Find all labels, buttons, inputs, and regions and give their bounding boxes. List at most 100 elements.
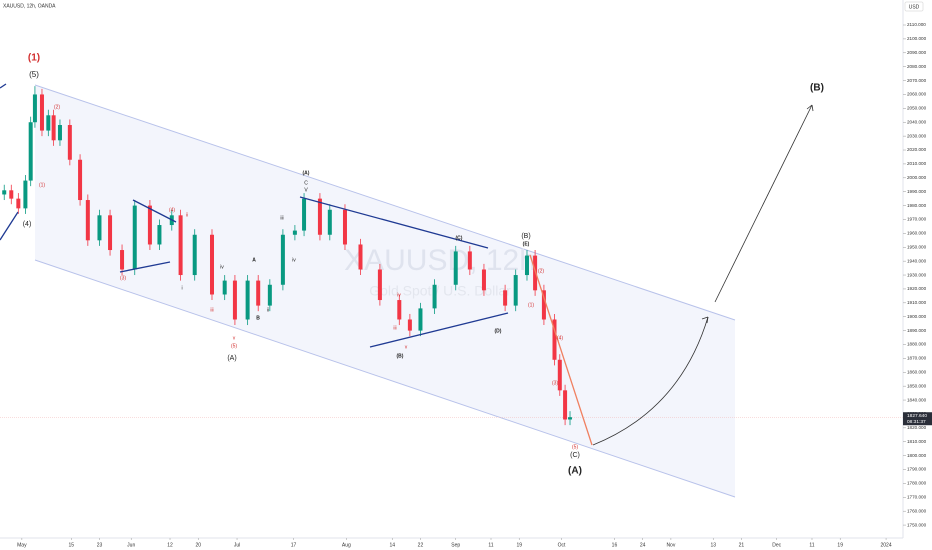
candle-body bbox=[563, 390, 568, 420]
candle-body bbox=[524, 255, 529, 276]
candle-body bbox=[418, 308, 423, 331]
currency: USD bbox=[909, 4, 920, 10]
candle-body bbox=[192, 234, 197, 276]
candle-body bbox=[147, 205, 152, 245]
y-tick-label: 1930.000 bbox=[907, 272, 927, 277]
candle-body bbox=[432, 284, 437, 309]
wave-label: (A) bbox=[568, 466, 582, 477]
candle-body bbox=[209, 234, 214, 295]
candle-body bbox=[292, 230, 297, 235]
candle-body bbox=[157, 225, 162, 245]
wave-label: A bbox=[252, 257, 256, 263]
wave-label: iv bbox=[397, 292, 401, 298]
wave-label: (3) bbox=[120, 275, 126, 281]
candle-body bbox=[57, 125, 62, 141]
countdown: 08:31:37 bbox=[907, 419, 926, 425]
candle-body bbox=[280, 234, 285, 285]
wave-label: ii bbox=[267, 307, 269, 313]
y-tick-label: 1850.000 bbox=[907, 383, 927, 388]
x-tick-label: 23 bbox=[97, 542, 103, 548]
candle-body bbox=[358, 244, 363, 270]
wave-label: (1) bbox=[528, 302, 534, 308]
wave-label: iii bbox=[210, 307, 213, 313]
wave-label: (B) bbox=[810, 83, 824, 94]
candle-body bbox=[513, 275, 518, 306]
wave-label: (B) bbox=[521, 233, 530, 240]
trendline bbox=[0, 211, 19, 241]
x-tick-label: 17 bbox=[291, 542, 297, 548]
y-tick-label: 1910.000 bbox=[907, 300, 927, 305]
candle-body bbox=[557, 359, 562, 391]
trendline bbox=[0, 83, 7, 89]
y-tick-label: 1810.000 bbox=[907, 439, 927, 444]
y-tick-label: 2010.000 bbox=[907, 161, 927, 166]
trendline bbox=[132, 199, 177, 223]
wave-label: i bbox=[181, 285, 182, 291]
y-tick-label: 1970.000 bbox=[907, 217, 927, 222]
candle-body bbox=[9, 190, 14, 199]
wave-labels: (1)(5)(4)(2)(1)(3)(4)v(5)(A)iiiiiiivABii… bbox=[23, 53, 824, 477]
x-tick-label: 12 bbox=[167, 542, 173, 548]
x-tick-label: Jun bbox=[127, 542, 135, 548]
x-tick-label: Jul bbox=[234, 542, 240, 548]
wave-label: (4) bbox=[23, 221, 32, 228]
y-tick-label: 2100.000 bbox=[907, 36, 927, 41]
candle-body bbox=[178, 215, 183, 276]
trendline bbox=[529, 254, 593, 446]
candle-body bbox=[120, 250, 125, 270]
x-tick-label: 14 bbox=[389, 542, 395, 548]
y-tick-label: 1900.000 bbox=[907, 314, 927, 319]
candle-body bbox=[39, 94, 44, 131]
candle-body bbox=[317, 198, 322, 235]
y-tick-label: 2090.000 bbox=[907, 50, 927, 55]
candle-body bbox=[28, 122, 33, 181]
x-tick-label: 11 bbox=[488, 542, 493, 548]
wave-label: (A) bbox=[303, 170, 310, 176]
symbol-title: XAUUSD, 12h, OANDA bbox=[3, 3, 56, 9]
arrow-head bbox=[806, 104, 814, 112]
x-tick-label: Nov bbox=[666, 542, 675, 548]
candle-body bbox=[23, 180, 28, 209]
y-tick-label: 2040.000 bbox=[907, 119, 927, 124]
x-tick-label: Aug bbox=[342, 542, 351, 548]
candle-body bbox=[397, 300, 402, 320]
candle-body bbox=[132, 205, 137, 270]
projection-curve bbox=[592, 316, 709, 446]
wave-label: (E) bbox=[523, 241, 530, 247]
trendline bbox=[369, 312, 509, 348]
y-tick-label: 1800.000 bbox=[907, 453, 927, 458]
wave-label: (D) bbox=[495, 328, 502, 334]
x-tick-label: Oct bbox=[558, 542, 566, 548]
candle-body bbox=[46, 115, 51, 131]
candle-body bbox=[541, 290, 546, 320]
trendline bbox=[119, 261, 171, 273]
wave-label: (B) bbox=[397, 353, 404, 359]
wave-label: iii bbox=[280, 215, 283, 221]
y-tick-label: 1890.000 bbox=[907, 328, 927, 333]
axes: 1750.000 1760.000 1770.000 1780.000 1790.000… bbox=[17, 22, 932, 548]
candle-body bbox=[552, 319, 557, 360]
wave-label: (4) bbox=[169, 207, 175, 213]
y-tick-label: 1860.000 bbox=[907, 369, 927, 374]
candle-body bbox=[453, 251, 458, 285]
wave-label: (5) bbox=[29, 70, 39, 79]
x-tick-label: 11 bbox=[809, 542, 814, 548]
x-tick-label: Dec bbox=[772, 542, 781, 548]
wave-label: V bbox=[304, 187, 308, 193]
x-tick-label: 22 bbox=[418, 542, 424, 548]
candle-body bbox=[2, 190, 7, 195]
y-tick-label: 1960.000 bbox=[907, 231, 927, 236]
y-tick-label: 1750.000 bbox=[907, 522, 927, 527]
watermark-sub: Gold Spot / U.S. Dollar bbox=[369, 283, 511, 299]
y-tick-label: 1770.000 bbox=[907, 495, 927, 500]
y-tick-label: 1840.000 bbox=[907, 397, 927, 402]
candle-body bbox=[51, 115, 56, 141]
candle-body bbox=[108, 215, 113, 251]
candle-body bbox=[533, 255, 538, 291]
y-tick-label: 1790.000 bbox=[907, 467, 927, 472]
candle-body bbox=[78, 159, 83, 201]
wave-label: (C) bbox=[456, 235, 463, 241]
x-tick-label: 19 bbox=[516, 542, 522, 548]
candle-body bbox=[245, 280, 250, 320]
y-tick-label: 1780.000 bbox=[907, 481, 927, 486]
